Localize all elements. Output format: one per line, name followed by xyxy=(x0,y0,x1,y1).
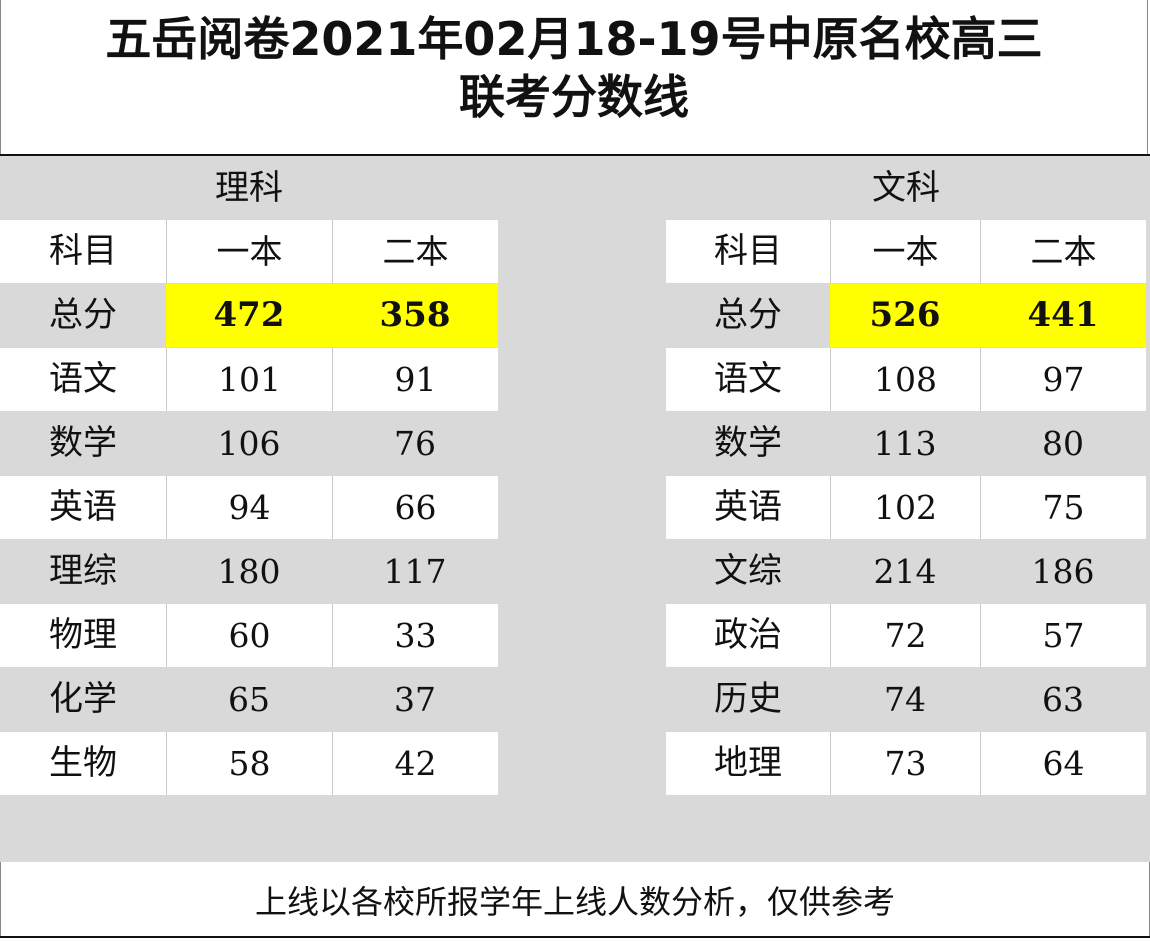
column-header: 二本 xyxy=(332,220,498,283)
column-header: 科目 xyxy=(0,220,166,283)
score-cell: 72 xyxy=(830,604,980,667)
score-cell: 526 xyxy=(830,284,980,347)
score-cell: 37 xyxy=(394,680,436,719)
subject-cell: 政治 xyxy=(666,604,830,667)
score-cell: 66 xyxy=(332,476,498,539)
score-cell: 180 xyxy=(217,552,281,591)
column-header: 科目 xyxy=(666,220,830,283)
subject-cell: 语文 xyxy=(666,348,830,411)
score-cell: 214 xyxy=(873,552,937,591)
bottom-border xyxy=(0,936,1150,938)
score-cell: 60 xyxy=(166,604,332,667)
score-cell: 73 xyxy=(830,732,980,795)
table-row: 历史 74 63 xyxy=(666,668,1146,731)
score-cell: 102 xyxy=(830,476,980,539)
subject-cell: 地理 xyxy=(666,732,830,795)
subject-cell: 总分 xyxy=(714,295,782,335)
table-row: 理综 180 117 xyxy=(0,540,498,603)
score-cell: 117 xyxy=(383,552,447,591)
subject-cell: 理综 xyxy=(49,551,117,591)
table-row: 数学 113 80 xyxy=(666,412,1146,475)
table-row: 化学 65 37 xyxy=(0,668,498,731)
score-cell: 80 xyxy=(1042,424,1084,463)
table-row: 数学 106 76 xyxy=(0,412,498,475)
footer-note: 上线以各校所报学年上线人数分析，仅供参考 xyxy=(0,862,1150,936)
title-line-1: 五岳阅卷2021年02月18-19号中原名校高三 xyxy=(105,12,1043,66)
subject-cell: 化学 xyxy=(49,679,117,719)
score-cell: 58 xyxy=(166,732,332,795)
science-label: 理科 xyxy=(215,168,283,208)
score-cell: 75 xyxy=(980,476,1146,539)
column-header: 二本 xyxy=(980,220,1146,283)
header-row: 科目 一本 二本 xyxy=(0,220,498,283)
liberal-arts-label: 文科 xyxy=(872,168,940,208)
table-row: 语文 108 97 xyxy=(666,348,1146,411)
score-cell: 64 xyxy=(980,732,1146,795)
subject-cell: 总分 xyxy=(49,295,117,335)
header-row: 科目 一本 二本 xyxy=(666,220,1146,283)
score-cell: 91 xyxy=(332,348,498,411)
column-header: 一本 xyxy=(166,220,332,283)
score-cell: 106 xyxy=(217,424,281,463)
column-header: 一本 xyxy=(830,220,980,283)
title-line-2: 联考分数线 xyxy=(459,70,689,124)
table-row: 总分 472 358 xyxy=(0,284,498,347)
score-cell: 101 xyxy=(166,348,332,411)
score-cell: 358 xyxy=(332,284,498,347)
score-cell: 65 xyxy=(228,680,270,719)
score-cell: 108 xyxy=(830,348,980,411)
subject-cell: 英语 xyxy=(0,476,166,539)
score-cell: 472 xyxy=(166,284,332,347)
table-row: 英语 94 66 xyxy=(0,476,498,539)
score-cell: 94 xyxy=(166,476,332,539)
subject-cell: 数学 xyxy=(49,423,117,463)
score-cell: 186 xyxy=(1031,552,1095,591)
table-row: 文综 214 186 xyxy=(666,540,1146,603)
table-row: 英语 102 75 xyxy=(666,476,1146,539)
score-cell: 76 xyxy=(394,424,436,463)
score-cell: 57 xyxy=(980,604,1146,667)
subject-cell: 数学 xyxy=(714,423,782,463)
subject-cell: 历史 xyxy=(714,679,782,719)
divider xyxy=(0,154,1150,156)
score-cell: 97 xyxy=(980,348,1146,411)
subject-cell: 语文 xyxy=(0,348,166,411)
subject-cell: 物理 xyxy=(0,604,166,667)
score-cell: 33 xyxy=(332,604,498,667)
subject-cell: 文综 xyxy=(714,551,782,591)
score-cell: 74 xyxy=(884,680,926,719)
table-row: 物理 60 33 xyxy=(0,604,498,667)
score-cell: 42 xyxy=(332,732,498,795)
score-cell: 441 xyxy=(980,284,1146,347)
table-row: 语文 101 91 xyxy=(0,348,498,411)
table-row: 总分 526 441 xyxy=(666,284,1146,347)
subject-cell: 生物 xyxy=(0,732,166,795)
subject-cell: 英语 xyxy=(666,476,830,539)
page-title: 五岳阅卷2021年02月18-19号中原名校高三 联考分数线 xyxy=(0,0,1148,154)
score-cell: 63 xyxy=(1042,680,1084,719)
table-row: 地理 73 64 xyxy=(666,732,1146,795)
score-cell: 113 xyxy=(873,424,937,463)
table-row: 政治 72 57 xyxy=(666,604,1146,667)
table-row: 生物 58 42 xyxy=(0,732,498,795)
